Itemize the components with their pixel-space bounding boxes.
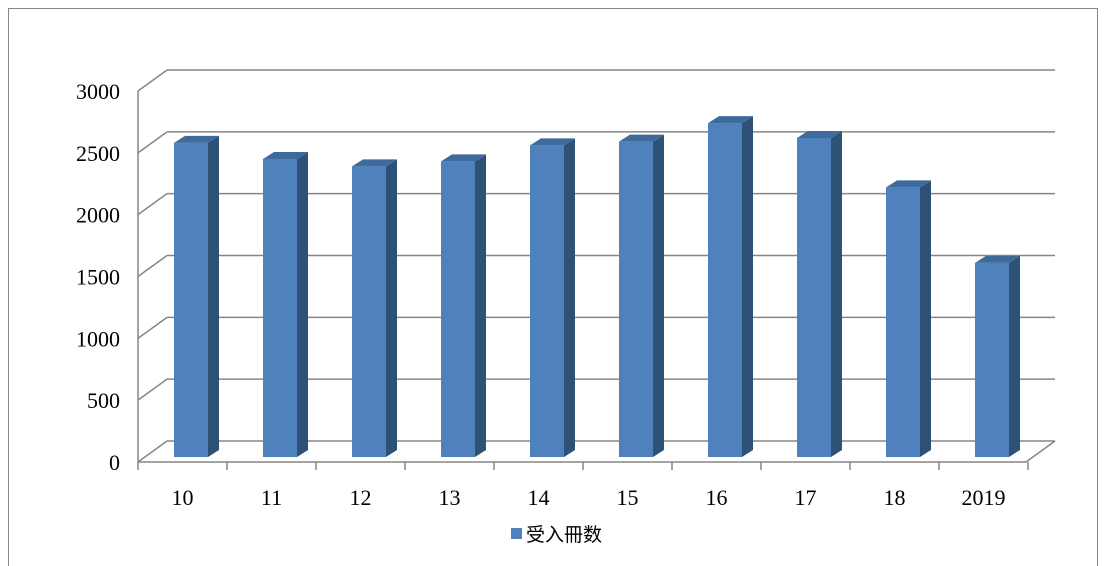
bar-side (1009, 255, 1020, 457)
bar-side (653, 134, 664, 457)
bar-front (708, 123, 742, 457)
x-tick-label: 17 (795, 485, 817, 510)
bar-top (619, 134, 664, 142)
bar-top (975, 255, 1020, 263)
bar-side (564, 138, 575, 458)
bar-top (708, 116, 753, 124)
y-tick-label: 1500 (76, 265, 120, 290)
bar (975, 255, 1020, 457)
x-tick-label: 10 (172, 485, 194, 510)
bar-front (797, 137, 831, 457)
bar (263, 151, 308, 458)
bar (797, 130, 842, 457)
x-tick-label: 2019 (962, 485, 1006, 510)
y-axis-ticks: 0 500 1000 1500 2000 2500 3000 (76, 79, 120, 475)
bar-side (742, 116, 753, 457)
gridline-diagonal (137, 193, 168, 216)
x-tick-label: 16 (706, 485, 728, 510)
bar-side (297, 151, 308, 458)
bar-side (831, 130, 842, 457)
gridline-diagonal (137, 254, 168, 278)
legend-swatch (511, 528, 522, 539)
bar-top (263, 151, 308, 159)
gridline-diagonal (137, 131, 168, 154)
bar (530, 138, 575, 458)
x-tick-label: 18 (884, 485, 906, 510)
bar (441, 154, 486, 458)
bar-top (797, 130, 842, 138)
gridline-diagonal (137, 69, 168, 92)
y-tick-label: 2000 (76, 203, 120, 228)
bar-front (263, 158, 297, 458)
y-tick-label: 1000 (76, 326, 120, 351)
legend-label: 受入冊数 (526, 524, 602, 546)
bar-top (441, 154, 486, 162)
bar-front (975, 262, 1009, 457)
bar-top (174, 135, 219, 143)
bar-front (886, 187, 920, 457)
bar (174, 135, 219, 458)
x-tick-label: 14 (528, 485, 550, 510)
gridline-diagonal (137, 316, 168, 339)
y-tick-label: 2500 (76, 141, 120, 166)
bar (619, 134, 664, 457)
x-tick-label: 15 (617, 485, 639, 510)
bar-front (352, 166, 386, 457)
bars (174, 116, 1020, 458)
bar-side (475, 154, 486, 458)
bar-front (174, 142, 208, 458)
gridline-diagonal (137, 378, 168, 401)
bar-top (530, 138, 575, 146)
bar-top (352, 159, 397, 167)
x-tick-label: 12 (350, 485, 372, 510)
bar-side (208, 135, 219, 458)
gridline-diagonal (137, 440, 168, 463)
bar-front (530, 145, 564, 458)
bar-side (920, 180, 931, 457)
floor-right-edge (1025, 440, 1056, 463)
y-tick-label: 0 (109, 450, 120, 475)
y-tick-label: 500 (87, 388, 120, 413)
y-tick-label: 3000 (76, 79, 120, 104)
bar-top (886, 180, 931, 188)
legend: 受入冊数 (511, 524, 602, 546)
x-tick-label: 11 (261, 485, 282, 510)
bar-front (619, 141, 653, 457)
bar-side (386, 159, 397, 457)
bar-front (441, 161, 475, 458)
x-axis-ticks: 10 11 12 13 14 15 16 17 18 2019 (137, 462, 1029, 510)
bar (708, 116, 753, 457)
bar (352, 159, 397, 457)
bar (886, 180, 931, 457)
x-tick-label: 13 (439, 485, 461, 510)
